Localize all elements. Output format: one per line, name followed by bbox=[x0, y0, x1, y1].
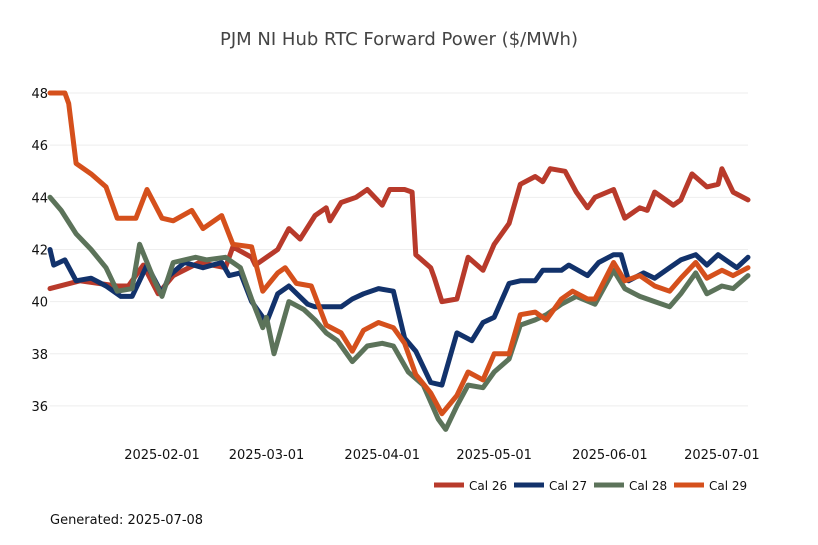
y-tick-label: 36 bbox=[31, 400, 48, 415]
y-tick-label: 46 bbox=[31, 139, 48, 154]
legend-label: Cal 29 bbox=[709, 479, 747, 493]
x-tick-label: 2025-05-01 bbox=[456, 448, 532, 463]
series-line-cal-27 bbox=[47, 247, 751, 388]
y-tick-label: 48 bbox=[31, 87, 48, 102]
legend-label: Cal 26 bbox=[469, 479, 507, 493]
x-tick-label: 2025-03-01 bbox=[229, 448, 305, 463]
generated-label: Generated: bbox=[50, 513, 124, 528]
legend-item: Cal 29 bbox=[674, 479, 747, 493]
legend-label: Cal 28 bbox=[629, 479, 667, 493]
series-line-cal-28 bbox=[47, 194, 751, 432]
legend: Cal 26 Cal 27 Cal 28 Cal 29 bbox=[434, 479, 747, 493]
x-tick-label: 2025-02-01 bbox=[124, 448, 200, 463]
series-line-cal-26 bbox=[47, 166, 751, 305]
y-tick-label: 38 bbox=[31, 348, 48, 363]
x-tick-label: 2025-04-01 bbox=[344, 448, 420, 463]
series-lines bbox=[47, 90, 751, 432]
generated-date: 2025-07-08 bbox=[127, 513, 204, 528]
x-tick-label: 2025-06-01 bbox=[572, 448, 648, 463]
series-line-cal-29 bbox=[47, 90, 751, 417]
y-tick-label: 42 bbox=[31, 243, 48, 258]
legend-item: Cal 26 bbox=[434, 479, 507, 493]
legend-item: Cal 28 bbox=[594, 479, 667, 493]
gridlines bbox=[50, 92, 748, 407]
legend-label: Cal 27 bbox=[549, 479, 587, 493]
legend-item: Cal 27 bbox=[514, 479, 587, 493]
chart-title: PJM NI Hub RTC Forward Power ($/MWh) bbox=[220, 29, 578, 50]
y-tick-label: 44 bbox=[31, 191, 48, 206]
y-tick-label: 40 bbox=[31, 296, 48, 311]
x-tick-label: 2025-07-01 bbox=[684, 448, 760, 463]
x-axis-ticks: 2025-02-01 2025-03-01 2025-04-01 2025-05-01… bbox=[124, 448, 759, 463]
generated-note: Generated: 2025-07-08 bbox=[50, 513, 203, 528]
y-axis-ticks: 36 38 40 42 44 46 48 bbox=[31, 87, 48, 415]
